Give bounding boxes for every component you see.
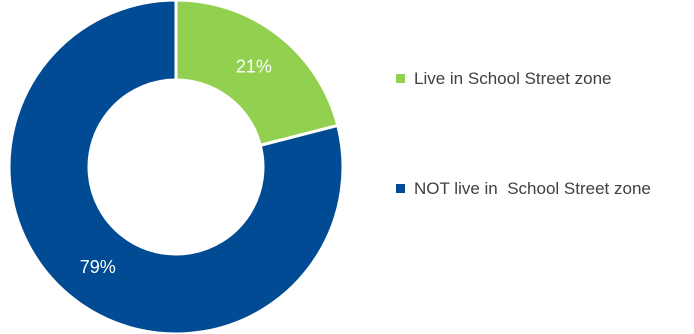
legend-swatch-not-live-in-zone — [396, 184, 405, 193]
donut-slice-0 — [174, 0, 340, 148]
donut-value-label-0: 21% — [236, 57, 272, 77]
legend-label-live-in-zone: Live in School Street zone — [414, 69, 612, 88]
legend-item-not-live-in-zone: NOT live in School Street zone — [396, 176, 684, 202]
legend-label-not-live-in-zone: NOT live in School Street zone — [414, 179, 651, 198]
legend-item-live-in-zone: Live in School Street zone — [396, 66, 694, 92]
donut-chart: 21% 79% — [7, 0, 345, 334]
donut-value-label-1: 79% — [80, 257, 116, 277]
donut-slice-1 — [7, 0, 345, 334]
legend-swatch-live-in-zone — [396, 74, 405, 83]
